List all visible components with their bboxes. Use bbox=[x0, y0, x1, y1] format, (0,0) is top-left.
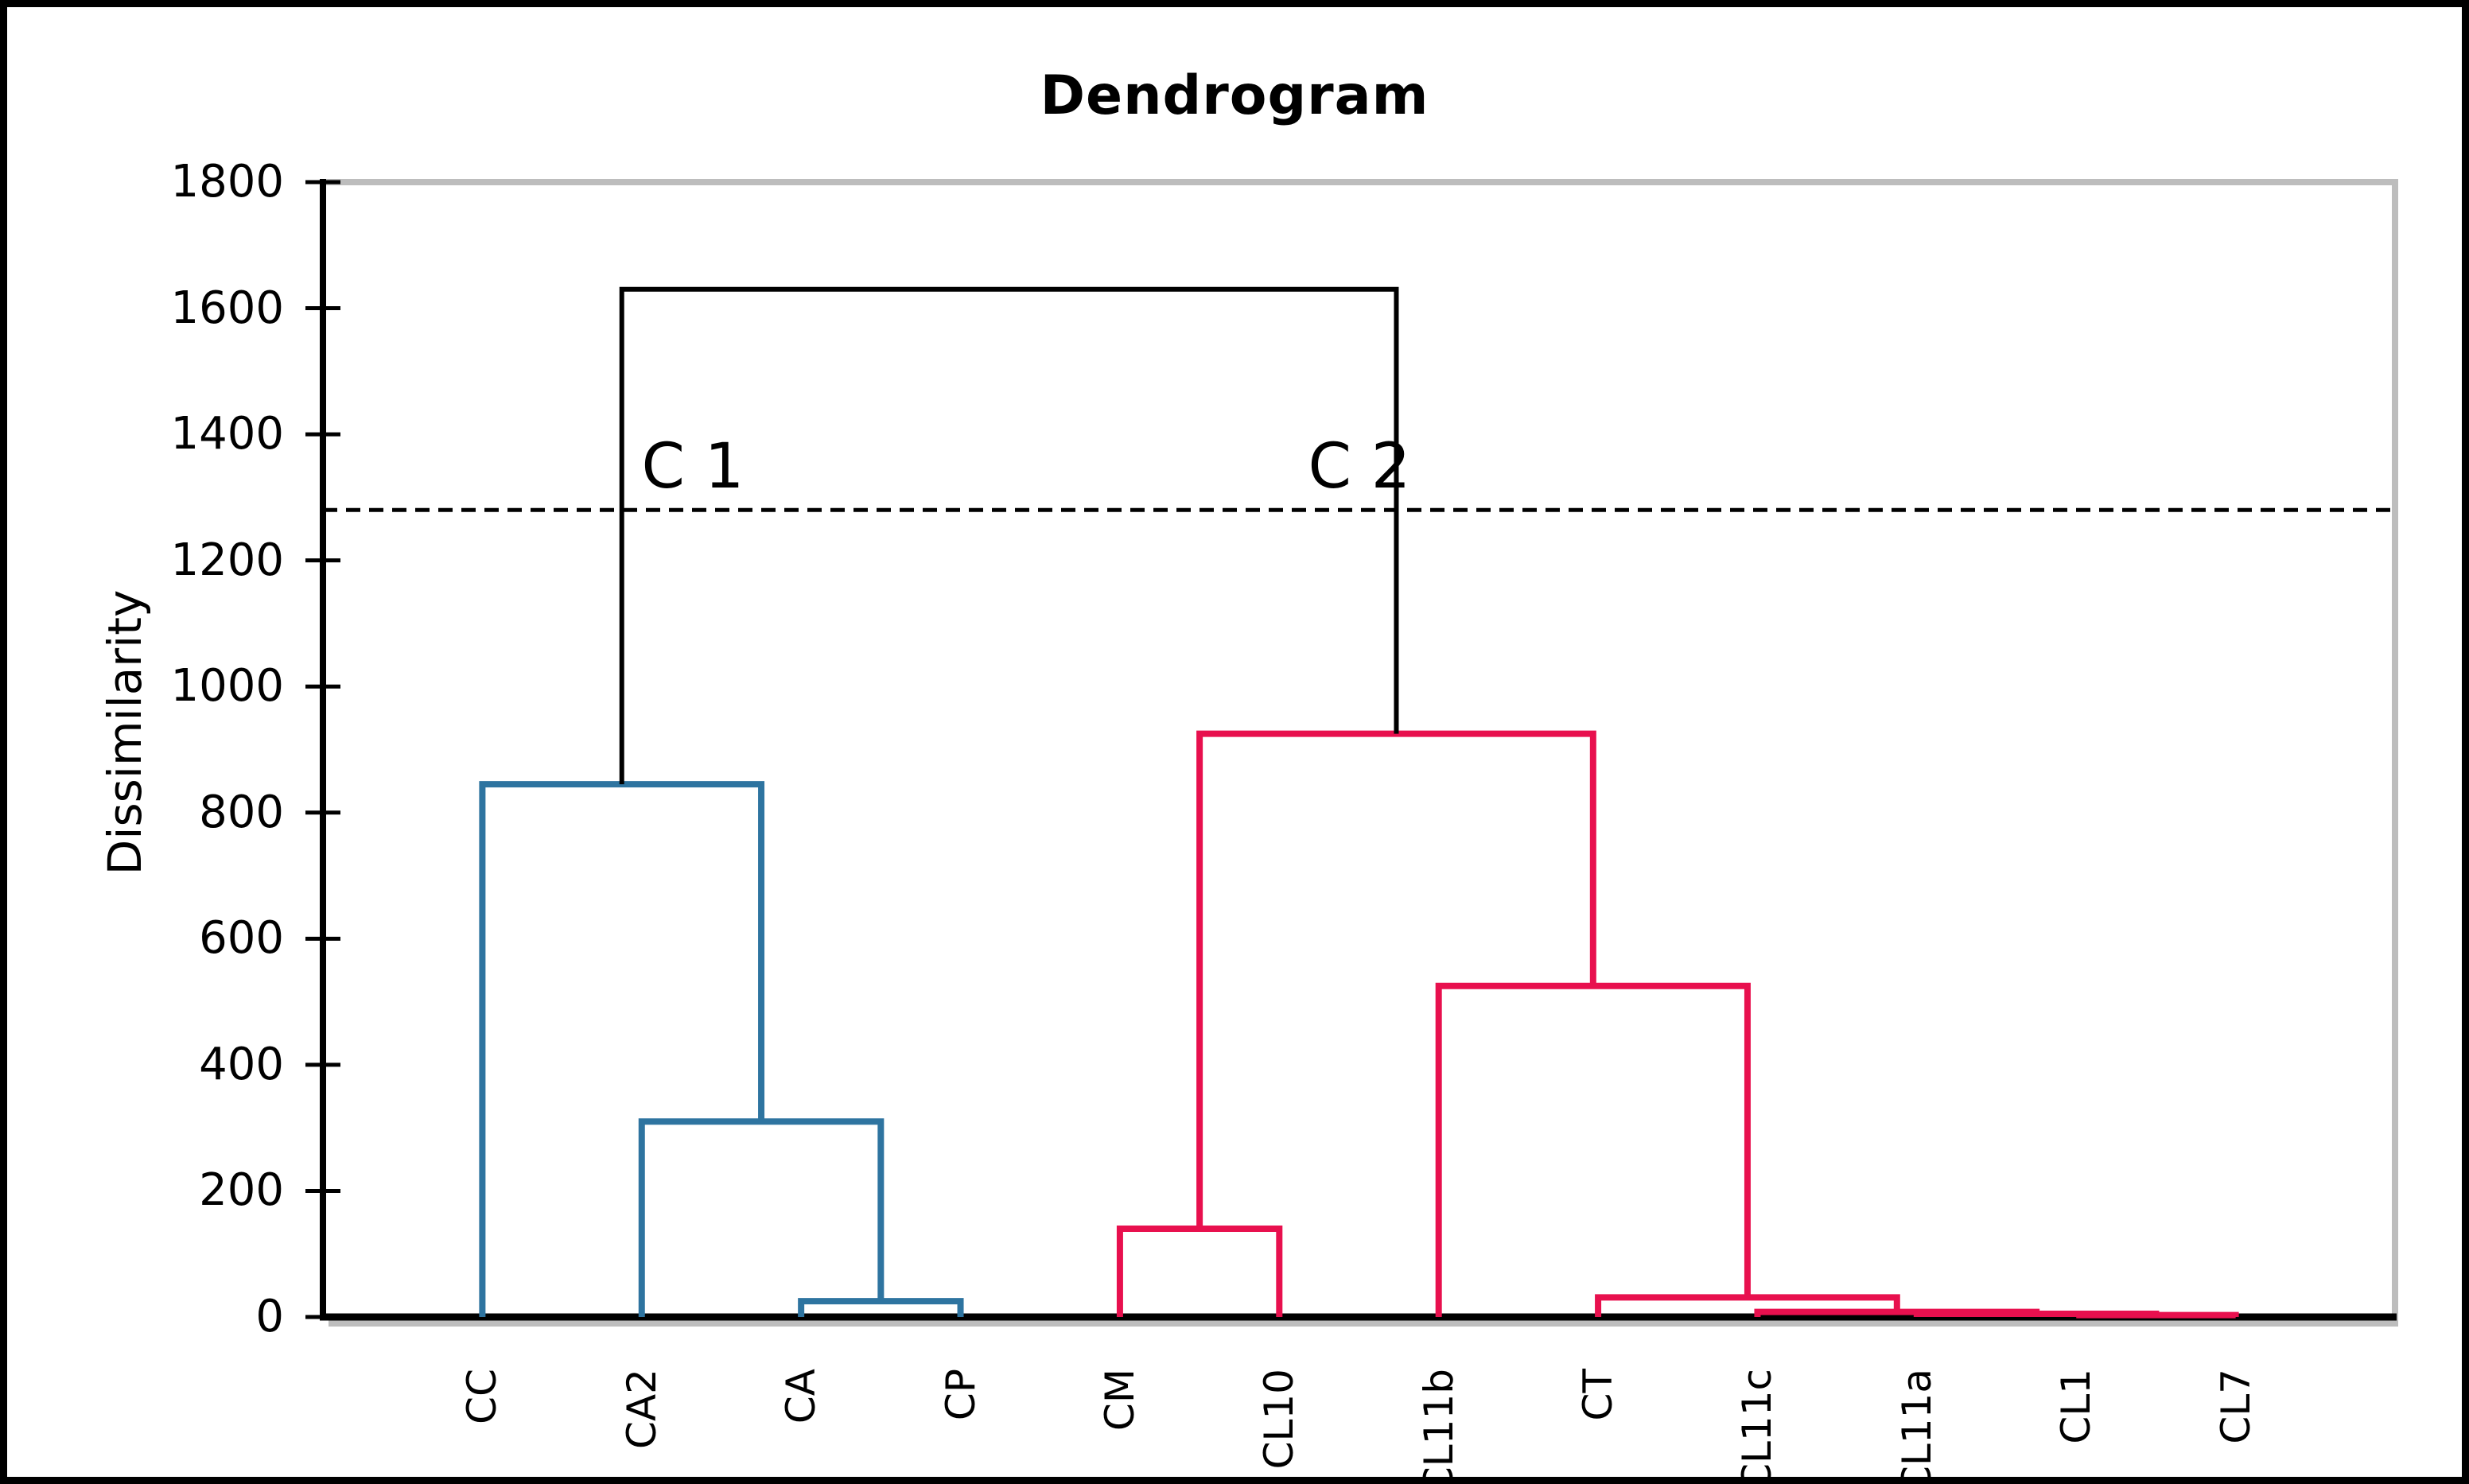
plot-area bbox=[305, 179, 2398, 1327]
dendrogram-link-R3 bbox=[1754, 1308, 2040, 1317]
leaf-label-CC: CC bbox=[459, 1369, 506, 1424]
dendrogram-link-TOP bbox=[619, 286, 1399, 785]
y-tick-label-1200: 1200 bbox=[170, 534, 284, 586]
y-tick-label-400: 400 bbox=[199, 1038, 284, 1090]
leaf-label-CL11a: CL11a bbox=[1893, 1369, 1940, 1484]
dendrogram-link-R0 bbox=[1116, 1226, 1283, 1317]
leaf-label-CA: CA bbox=[778, 1369, 825, 1424]
y-tick-label-1000: 1000 bbox=[170, 660, 284, 713]
dendrogram-link-R5 bbox=[1435, 982, 1751, 1317]
leaf-label-CP: CP bbox=[937, 1369, 984, 1421]
leaf-label-CL7: CL7 bbox=[2212, 1369, 2259, 1444]
y-tick-label-1800: 1800 bbox=[170, 156, 284, 208]
cluster-2-label: C 2 bbox=[1308, 431, 1411, 503]
leaf-label-CL1: CL1 bbox=[2053, 1369, 2100, 1444]
leaf-label-CL11c: CL11c bbox=[1734, 1369, 1781, 1484]
dendrogram-link-R6 bbox=[1196, 730, 1596, 1230]
leaf-label-CL11b: CL11b bbox=[1415, 1369, 1462, 1484]
dendrogram-link-R2 bbox=[1913, 1311, 2160, 1318]
plot-border-gray bbox=[323, 179, 2398, 1327]
dendrogram-link-B2 bbox=[638, 1118, 885, 1317]
chart-title: Dendrogram bbox=[1040, 64, 1429, 127]
y-tick-label-1400: 1400 bbox=[170, 408, 284, 460]
leaf-label-CL10: CL10 bbox=[1256, 1369, 1303, 1470]
dendrogram-link-B3 bbox=[479, 781, 765, 1317]
leaf-label-CM: CM bbox=[1096, 1369, 1143, 1432]
leaf-label-CT: CT bbox=[1575, 1369, 1622, 1421]
leaf-label-CA2: CA2 bbox=[618, 1369, 665, 1449]
y-tick-label-200: 200 bbox=[199, 1164, 284, 1217]
y-tick-label-1600: 1600 bbox=[170, 282, 284, 334]
cluster-1-label: C 1 bbox=[641, 431, 745, 503]
y-tick-label-600: 600 bbox=[199, 912, 284, 965]
y-tick-label-0: 0 bbox=[255, 1291, 284, 1342]
y-tick-label-800: 800 bbox=[199, 786, 284, 838]
